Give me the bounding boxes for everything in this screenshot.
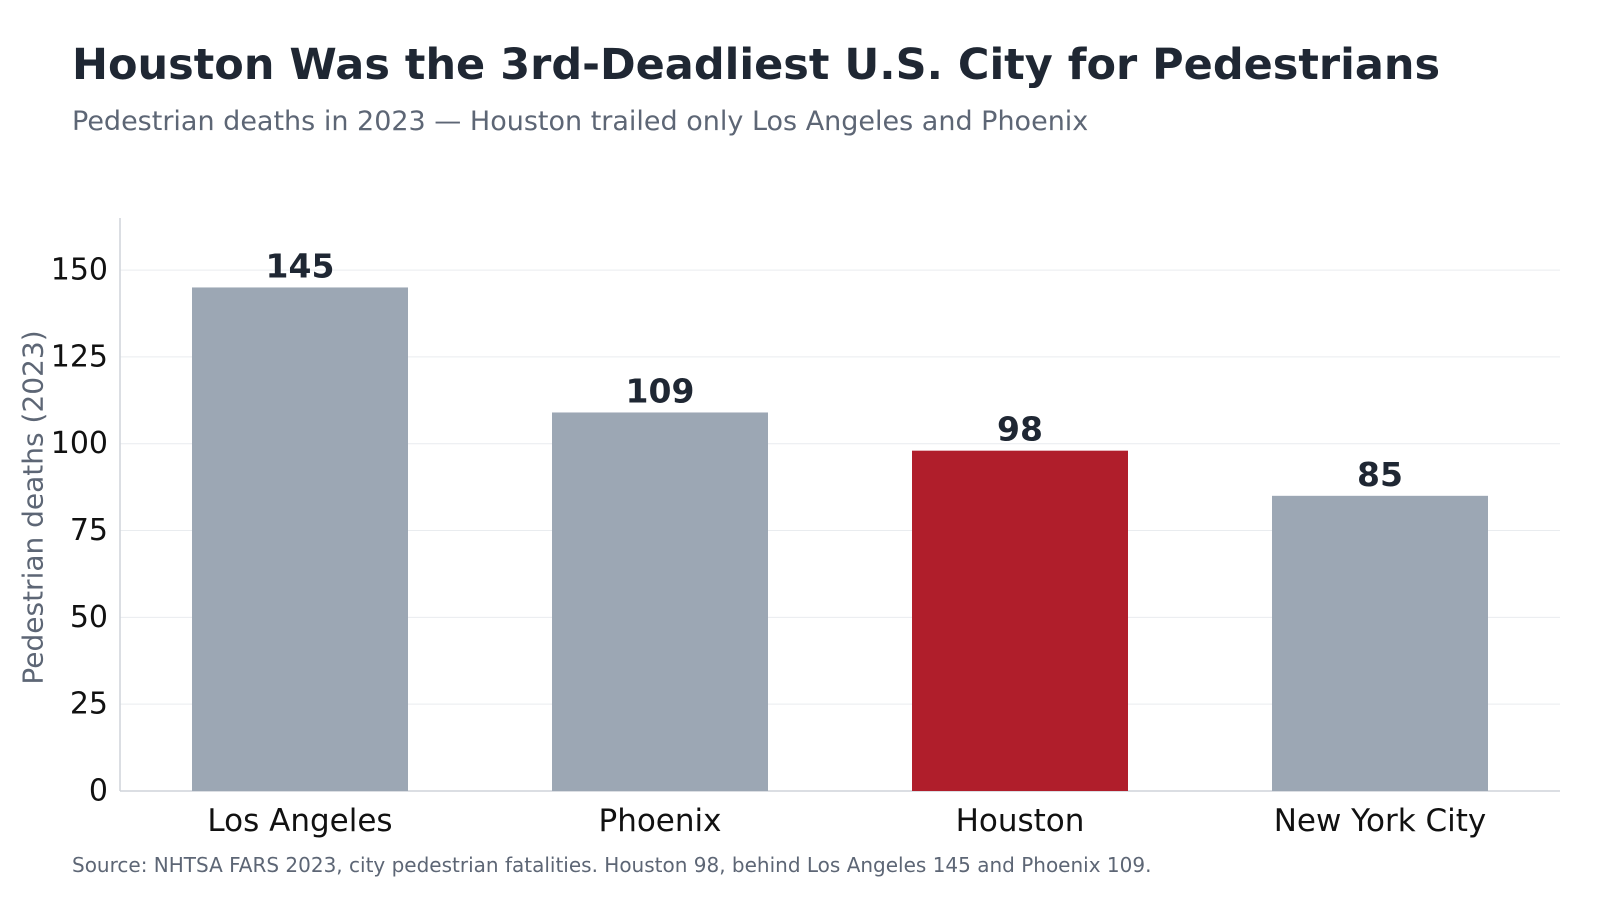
bar-houston: [912, 450, 1128, 791]
data-label: 98: [997, 410, 1043, 449]
y-tick-label: 75: [70, 513, 108, 548]
data-label: 85: [1357, 455, 1403, 494]
y-tick-label: 50: [70, 600, 108, 635]
x-tick-label: New York City: [1274, 803, 1487, 839]
chart-subtitle: Pedestrian deaths in 2023 — Houston trai…: [72, 106, 1089, 137]
x-tick-label: Phoenix: [599, 803, 722, 839]
labels: 0 25 50 75 100 125 150 Pedestrian deaths (2023)…: [17, 246, 1487, 839]
chart-title: Houston Was the 3rd-Deadliest U.S. City …: [72, 40, 1441, 90]
data-label: 109: [626, 371, 695, 410]
source-note: Source: NHTSA FARS 2023, city pedestrian…: [72, 853, 1152, 877]
data-label: 145: [266, 246, 335, 285]
y-tick-label: 25: [70, 687, 108, 722]
y-tick-label: 150: [51, 253, 108, 288]
y-tick-label: 0: [89, 774, 108, 809]
bar-new-york-city: [1272, 495, 1488, 791]
bar-phoenix: [552, 412, 768, 791]
x-tick-label: Los Angeles: [207, 803, 392, 839]
y-axis-label: Pedestrian deaths (2023): [17, 330, 50, 684]
y-tick-label: 100: [51, 426, 108, 461]
bar-los-angeles: [192, 287, 408, 791]
y-tick-label: 125: [51, 339, 108, 374]
bars: [192, 287, 1488, 791]
x-tick-label: Houston: [956, 803, 1085, 839]
